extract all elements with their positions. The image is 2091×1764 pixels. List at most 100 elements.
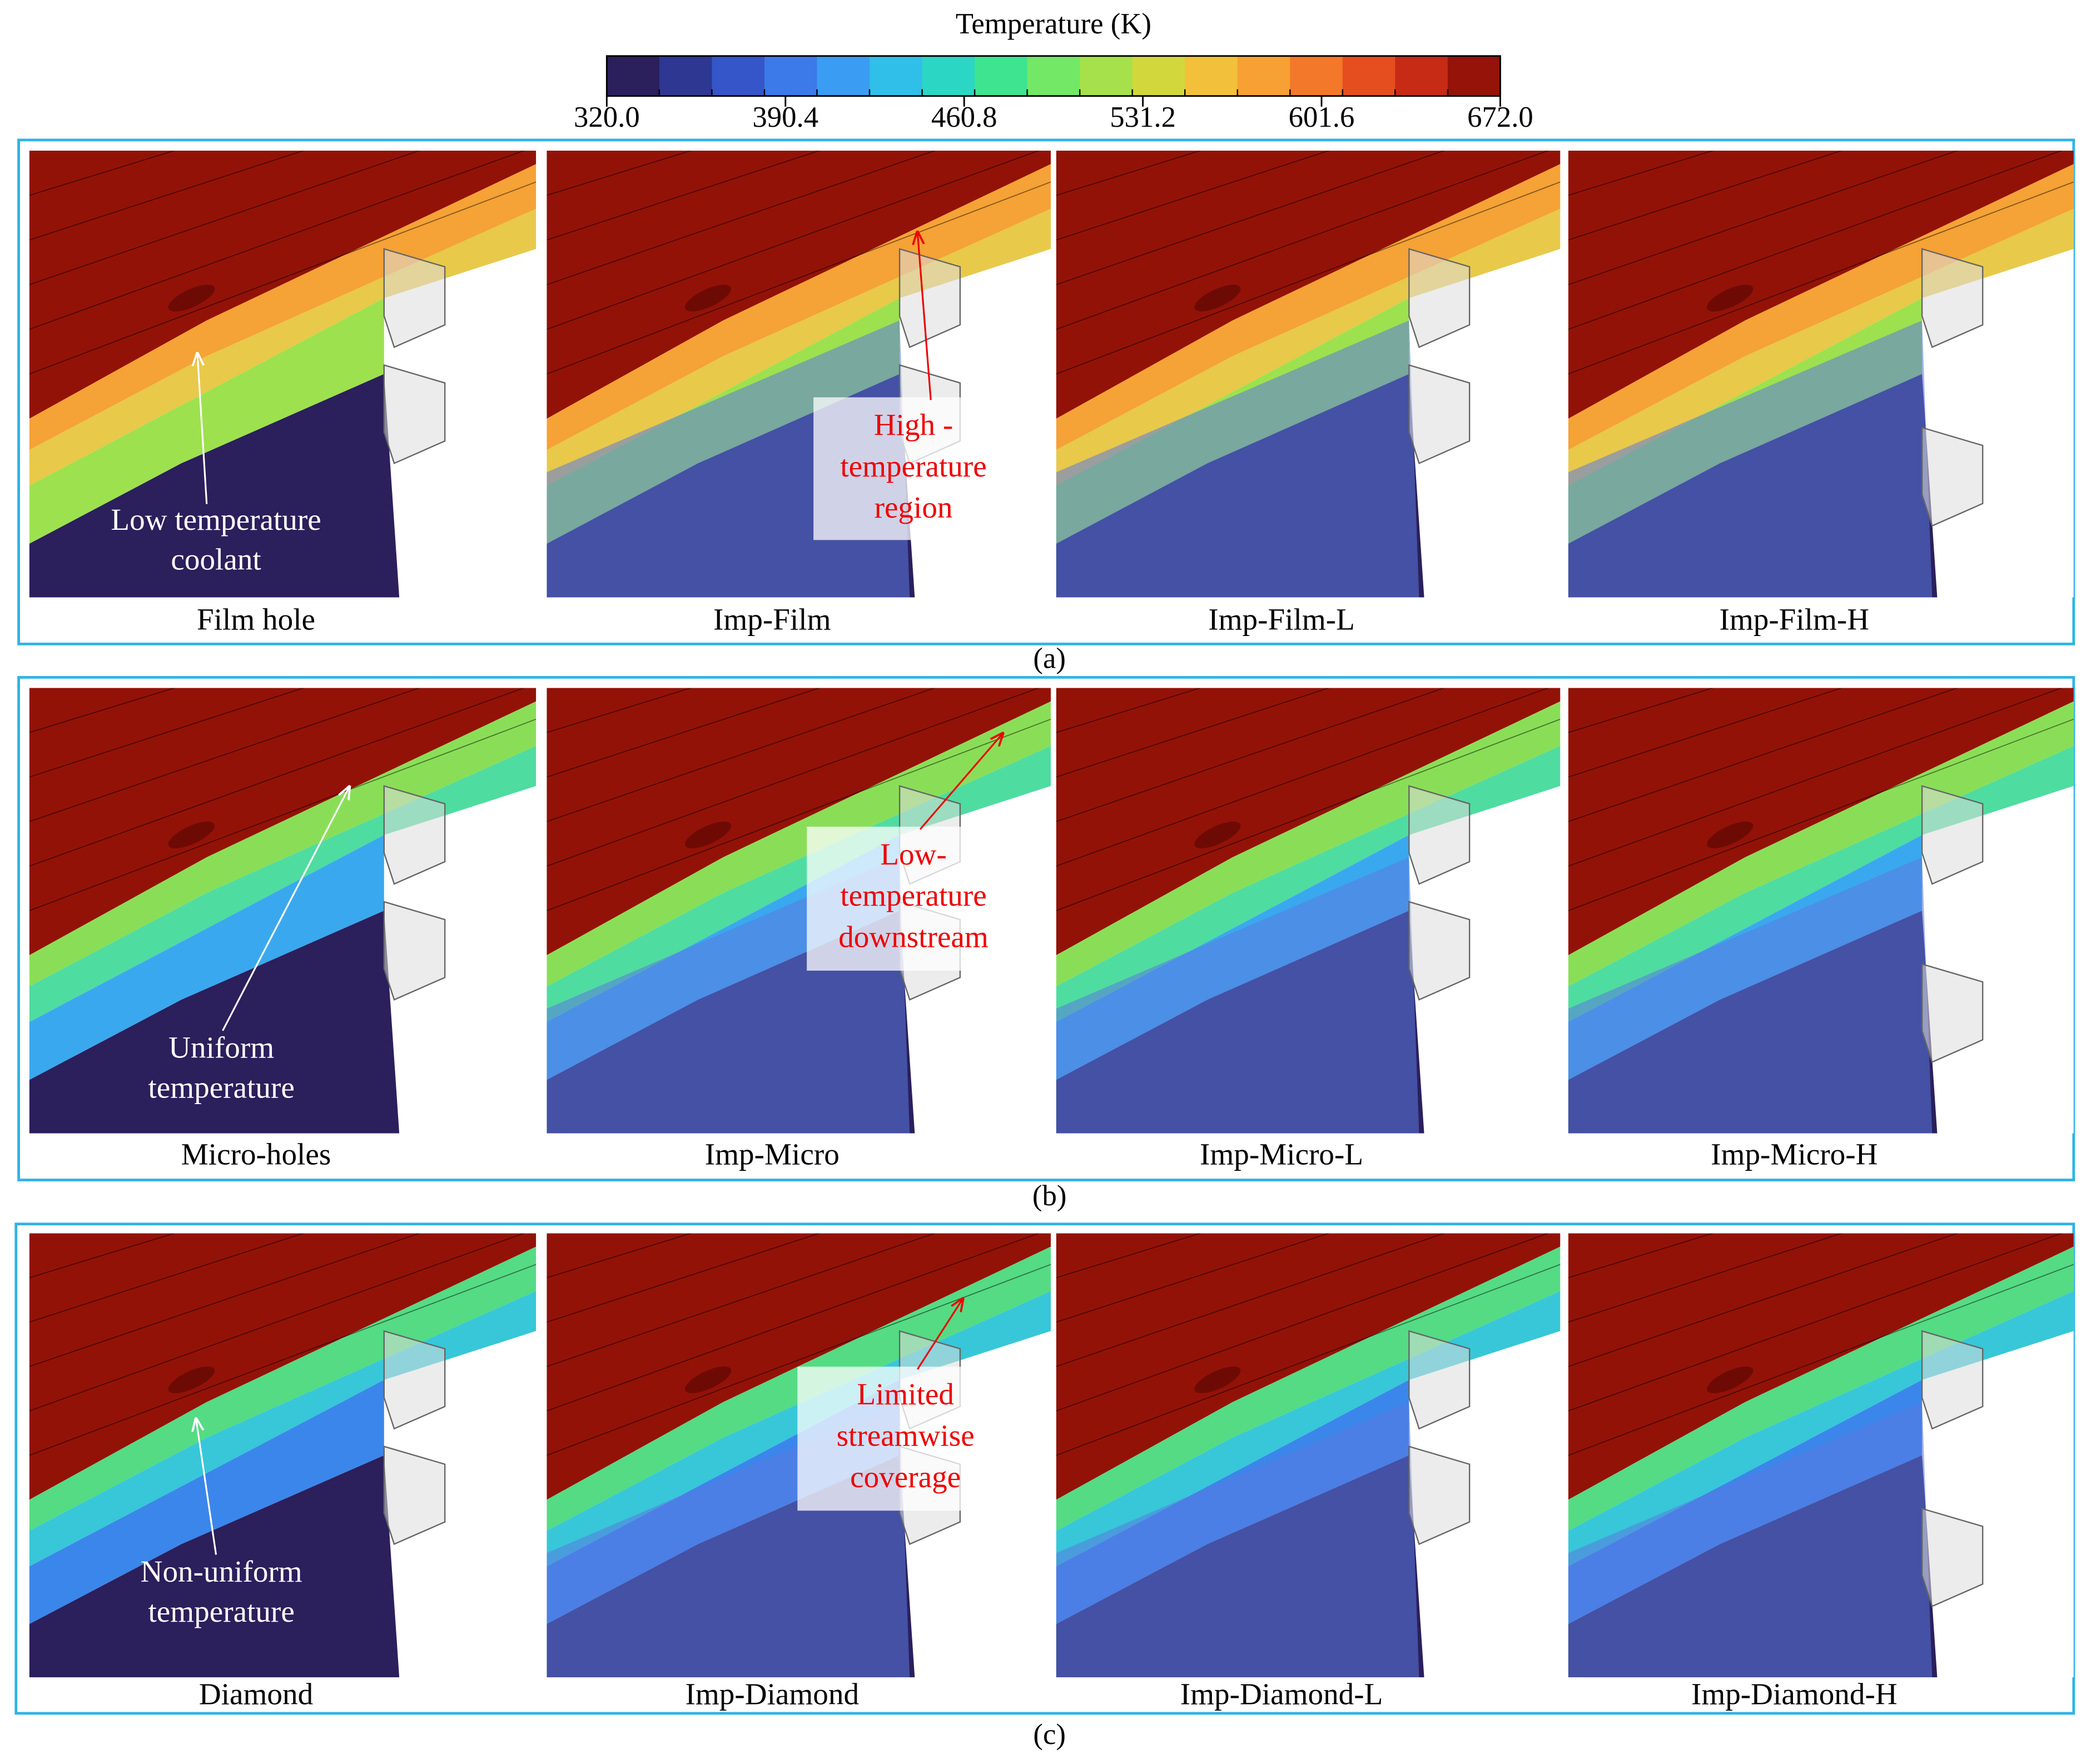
streamline bbox=[1056, 181, 1561, 375]
recirculation bbox=[1194, 285, 1241, 312]
hot-gas bbox=[547, 688, 1051, 956]
colorbar-band bbox=[764, 56, 818, 96]
streamline bbox=[1568, 688, 1959, 822]
panel-caption: Imp-Diamond bbox=[686, 1677, 860, 1711]
streamline bbox=[547, 1233, 693, 1279]
colorbar-band bbox=[870, 56, 923, 96]
callout-text: Limited bbox=[857, 1377, 954, 1411]
streamline bbox=[1056, 151, 1330, 241]
callout-text: High - bbox=[874, 408, 953, 442]
shear-layer-1 bbox=[547, 701, 1051, 987]
streamline bbox=[29, 151, 176, 196]
plenum-box bbox=[1408, 1445, 1471, 1546]
streamline bbox=[1568, 1233, 1959, 1367]
streamline bbox=[1056, 1233, 1446, 1367]
impingement-overlay bbox=[1056, 1402, 1419, 1678]
plenum-box bbox=[383, 1445, 446, 1546]
streamline bbox=[547, 151, 693, 196]
streamline bbox=[547, 688, 821, 778]
contour-image bbox=[1568, 151, 2074, 598]
callout-text: region bbox=[875, 490, 953, 524]
colorbar-tick-label: 460.8 bbox=[931, 101, 997, 133]
streamline bbox=[547, 718, 1051, 911]
note-text: Uniform bbox=[168, 1031, 274, 1065]
panel-label: (a) bbox=[1033, 643, 1066, 675]
note-text: Non-uniform bbox=[141, 1554, 302, 1588]
streamline bbox=[29, 1233, 421, 1367]
colorbar-title: Temperature (K) bbox=[956, 8, 1151, 40]
panel-caption: Imp-Micro-L bbox=[1200, 1137, 1363, 1171]
streamline bbox=[1568, 151, 2063, 330]
panel-caption: Film hole bbox=[197, 603, 315, 637]
contour-image bbox=[1056, 1233, 1561, 1678]
hot-gas bbox=[547, 151, 1051, 419]
streamline bbox=[547, 151, 821, 241]
panel-caption: Imp-Diamond-H bbox=[1691, 1677, 1898, 1711]
impingement-overlay bbox=[1568, 320, 1933, 598]
recirculation bbox=[684, 1367, 732, 1394]
note-text: Low temperature bbox=[111, 503, 321, 536]
panel-row: Micro-holes Imp-Micro Imp-Micro-L Imp-Micro… bbox=[17, 675, 2075, 1212]
panel-caption: Micro-holes bbox=[181, 1137, 331, 1171]
hot-gas bbox=[29, 1233, 537, 1500]
streamline bbox=[1568, 718, 2074, 911]
colorbar-band bbox=[817, 56, 871, 96]
colorbar-band bbox=[1290, 56, 1344, 96]
streamline bbox=[29, 1233, 525, 1412]
colorbar-tick-label: 601.6 bbox=[1289, 101, 1355, 133]
colorbar-frame bbox=[605, 55, 1501, 97]
streamline bbox=[1056, 688, 1202, 733]
streamline bbox=[29, 181, 537, 375]
streamline bbox=[29, 151, 305, 241]
recirculation bbox=[168, 821, 215, 849]
plenum-box bbox=[1921, 963, 1984, 1064]
streamline bbox=[1056, 1264, 1561, 1456]
note-text: temperature bbox=[148, 1070, 294, 1104]
plenum-box bbox=[1408, 1330, 1471, 1430]
impingement-overlay bbox=[1056, 320, 1419, 598]
colorbar-tick-label: 531.2 bbox=[1110, 101, 1176, 133]
streamline bbox=[1056, 1233, 1549, 1412]
panel-row: Film hole Imp-Film Imp-Film-L Imp-Film-H (a)… bbox=[17, 138, 2075, 675]
streamline bbox=[1568, 1264, 2074, 1456]
coolant-film bbox=[29, 298, 384, 544]
streamline bbox=[1568, 151, 1959, 285]
shear-layer-1 bbox=[1056, 1246, 1561, 1531]
streamline bbox=[29, 151, 525, 330]
streamline bbox=[29, 151, 421, 285]
streamline bbox=[29, 1264, 537, 1456]
streamline bbox=[1056, 688, 1549, 867]
plenum-box bbox=[1408, 785, 1471, 885]
streamline bbox=[1568, 1233, 1715, 1279]
callout-arrow bbox=[917, 232, 932, 400]
colorbar-band bbox=[1185, 56, 1238, 96]
recirculation bbox=[684, 285, 732, 312]
shear-layer-1 bbox=[29, 1246, 537, 1531]
streamline bbox=[1056, 151, 1446, 285]
note-text: coolant bbox=[171, 543, 261, 577]
note-text: temperature bbox=[148, 1594, 294, 1628]
streamline bbox=[29, 688, 176, 733]
panel-caption: Imp-Diamond-L bbox=[1180, 1677, 1383, 1711]
hot-gas bbox=[547, 1233, 1051, 1500]
plenum-box bbox=[1408, 364, 1471, 465]
plenum-box bbox=[1921, 426, 1984, 527]
streamline bbox=[547, 1233, 936, 1367]
shear-layer-1 bbox=[1056, 164, 1561, 450]
streamline bbox=[547, 1264, 1051, 1456]
plenum-box bbox=[898, 248, 961, 349]
streamline bbox=[547, 151, 1040, 330]
streamline bbox=[547, 1233, 1040, 1412]
coolant-film bbox=[29, 1380, 384, 1624]
callout-box bbox=[797, 1367, 987, 1511]
plenum-box bbox=[1921, 248, 1984, 349]
solid-wall bbox=[29, 374, 400, 598]
solid-wall bbox=[29, 911, 400, 1134]
shear-layer-1 bbox=[1568, 701, 2074, 987]
streamline bbox=[1568, 688, 2063, 867]
plenum-box bbox=[1408, 248, 1471, 349]
colorbar-band bbox=[1342, 56, 1396, 96]
panel-caption: Imp-Film-L bbox=[1208, 603, 1355, 637]
shear-layer-1 bbox=[1568, 1246, 2074, 1531]
